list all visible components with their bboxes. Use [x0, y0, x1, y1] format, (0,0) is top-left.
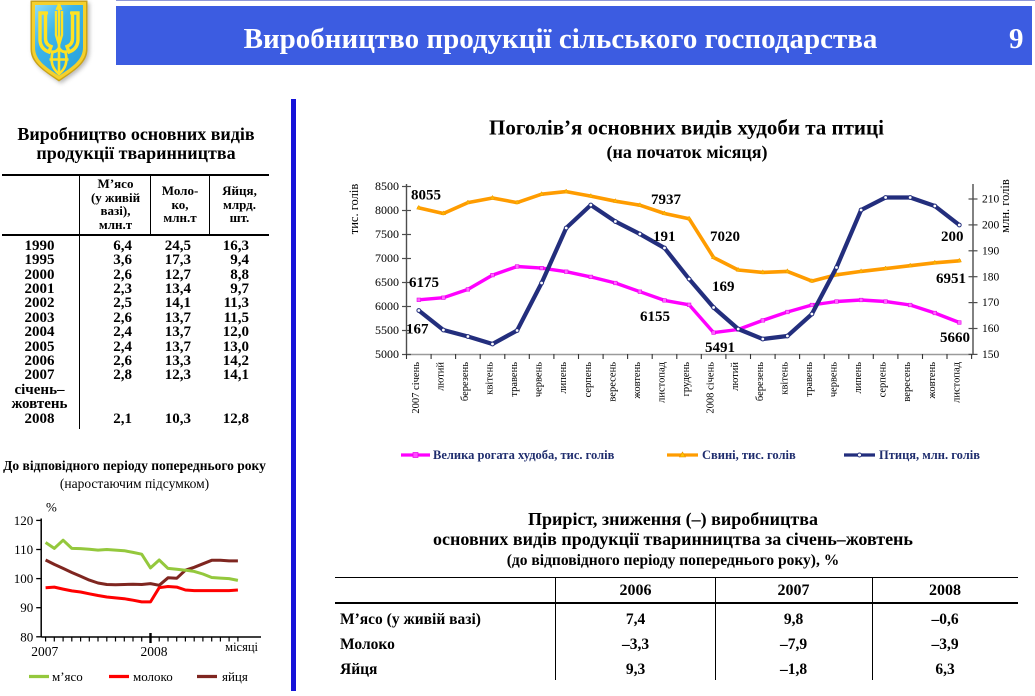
- svg-text:місяці: місяці: [225, 640, 258, 654]
- svg-text:7000: 7000: [375, 251, 399, 265]
- svg-text:6500: 6500: [375, 275, 399, 289]
- svg-text:180: 180: [982, 271, 1000, 283]
- svg-text:м’ясо: м’ясо: [52, 669, 83, 684]
- svg-text:7500: 7500: [375, 227, 399, 241]
- svg-text:квітень: квітень: [485, 362, 496, 395]
- svg-text:червень: червень: [829, 362, 840, 397]
- svg-text:6951: 6951: [936, 271, 966, 287]
- svg-text:млн. голів: млн. голів: [998, 179, 1012, 233]
- svg-text:серпень: серпень: [583, 362, 594, 398]
- svg-text:6155: 6155: [640, 309, 670, 325]
- svg-text:167: 167: [406, 322, 429, 338]
- svg-text:серпень: серпень: [878, 362, 889, 398]
- svg-text:7937: 7937: [651, 192, 682, 208]
- svg-text:169: 169: [712, 279, 735, 295]
- svg-text:8055: 8055: [411, 188, 441, 204]
- svg-text:квітень: квітень: [779, 362, 790, 395]
- svg-text:жовтень: жовтень: [632, 362, 643, 400]
- svg-text:молоко: молоко: [133, 669, 173, 684]
- svg-text:8000: 8000: [375, 203, 399, 217]
- svg-text:червень: червень: [534, 362, 545, 397]
- svg-text:липень: липень: [558, 362, 569, 394]
- svg-text:Поголів’я основних видів худоб: Поголів’я основних видів худоби та птиці: [489, 116, 884, 140]
- svg-text:190: 190: [982, 245, 1000, 257]
- svg-text:березень: березень: [460, 362, 471, 401]
- svg-text:тис. голів: тис. голів: [347, 184, 361, 235]
- svg-text:90: 90: [20, 600, 33, 615]
- svg-text:8500: 8500: [375, 179, 399, 193]
- svg-text:вересень: вересень: [902, 362, 913, 402]
- svg-text:210: 210: [982, 194, 1000, 206]
- svg-text:грудень: грудень: [681, 362, 692, 397]
- svg-text:жовтень: жовтень: [927, 362, 938, 400]
- svg-text:2008: 2008: [141, 644, 168, 659]
- svg-text:вересень: вересень: [607, 362, 618, 402]
- svg-text:листопад: листопад: [657, 361, 668, 402]
- svg-text:липень: липень: [853, 362, 864, 394]
- svg-text:5500: 5500: [375, 323, 399, 337]
- svg-text:2007: 2007: [31, 644, 58, 659]
- svg-text:200: 200: [941, 229, 964, 245]
- svg-text:5000: 5000: [375, 347, 399, 361]
- svg-text:170: 170: [982, 297, 1000, 309]
- svg-text:160: 160: [982, 323, 1000, 335]
- svg-text:80: 80: [20, 629, 33, 644]
- svg-text:лютий: лютий: [435, 362, 446, 391]
- svg-text:(на початок місяця): (на початок місяця): [606, 142, 767, 163]
- svg-text:травень: травень: [804, 362, 815, 397]
- svg-text:120: 120: [14, 513, 34, 528]
- svg-text:Свині, тис. голів: Свині, тис. голів: [702, 448, 796, 462]
- svg-text:листопад: листопад: [951, 361, 962, 402]
- svg-text:травень: травень: [509, 362, 520, 397]
- svg-text:яйця: яйця: [222, 669, 248, 684]
- svg-text:6175: 6175: [409, 275, 439, 291]
- svg-text:7020: 7020: [710, 229, 740, 245]
- svg-text:березень: березень: [755, 362, 766, 401]
- svg-text:100: 100: [14, 571, 34, 586]
- svg-text:191: 191: [653, 229, 676, 245]
- svg-text:2007 січень: 2007 січень: [411, 362, 422, 414]
- svg-text:6000: 6000: [375, 299, 399, 313]
- svg-text:110: 110: [14, 542, 33, 557]
- svg-text:лютий: лютий: [730, 362, 741, 391]
- svg-text:Птиця, млн. голів: Птиця, млн. голів: [879, 448, 980, 462]
- svg-text:200: 200: [982, 220, 1000, 232]
- svg-text:2008 січень: 2008 січень: [706, 362, 717, 414]
- svg-text:Велика рогата худоба, тис. гол: Велика рогата худоба, тис. голів: [433, 448, 615, 462]
- svg-text:5491: 5491: [705, 340, 735, 356]
- svg-text:%: %: [46, 500, 57, 515]
- svg-text:5660: 5660: [940, 330, 970, 346]
- svg-text:150: 150: [982, 349, 1000, 361]
